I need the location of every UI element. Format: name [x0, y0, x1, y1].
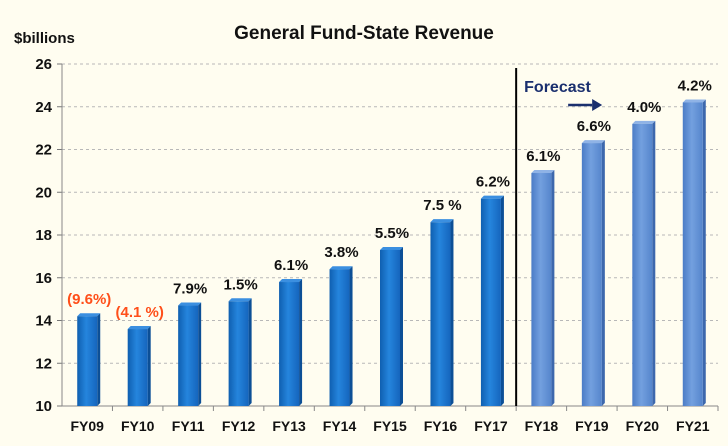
chart-title: General Fund-State Revenue	[234, 23, 494, 44]
bars	[77, 99, 706, 406]
y-tick-label: 24	[35, 99, 52, 116]
bar-top-face	[279, 279, 303, 283]
bar-side-face	[500, 195, 504, 406]
data-label: 4.0%	[627, 99, 661, 116]
bar-top-face	[632, 120, 656, 124]
data-label: 4.2%	[678, 77, 712, 94]
y-tick-label: 10	[35, 398, 52, 415]
bar-side-face	[248, 298, 252, 406]
bar-side-face	[551, 170, 555, 406]
bar-top-face	[127, 326, 151, 330]
y-tick-label: 26	[35, 56, 52, 73]
data-label: 6.1%	[274, 257, 308, 274]
bar-side-face	[299, 279, 303, 406]
bar-top-face	[531, 170, 555, 174]
bar-fy20	[632, 123, 653, 406]
y-axis-unit-label: $billions	[14, 30, 75, 47]
bar-side-face	[198, 302, 202, 406]
y-tick-label: 16	[35, 270, 52, 287]
bar-top-face	[430, 219, 454, 223]
bar-fy11	[178, 305, 199, 406]
x-tick-label: FY09	[70, 418, 104, 434]
data-label: 7.5 %	[423, 197, 461, 214]
bar-top-face	[228, 298, 252, 302]
bar-side-face	[147, 326, 151, 406]
bar-side-face	[349, 266, 353, 406]
data-label: 6.2%	[476, 174, 510, 191]
bar-fy18	[531, 173, 552, 406]
forecast-label: Forecast	[524, 79, 591, 96]
y-tick-label: 18	[35, 227, 52, 244]
x-tick-label: FY20	[626, 418, 660, 434]
bar-top-face	[329, 266, 353, 270]
bar-fy21	[682, 102, 703, 406]
bar-fy19	[581, 143, 602, 406]
x-tick-label: FY15	[373, 418, 407, 434]
x-tick-label: FY19	[575, 418, 609, 434]
forecast-arrow-head	[592, 99, 603, 111]
bar-top-face	[480, 195, 504, 199]
data-label: 5.5%	[375, 225, 409, 242]
forecast-annotation: Forecast	[515, 68, 603, 406]
x-tick-label: FY21	[676, 418, 710, 434]
data-label: 1.5%	[224, 276, 258, 293]
axes: 10 12 14 16 18 20 22 24 26 FY09 FY10 FY11 FY12 FY13 FY…	[35, 56, 719, 434]
bar-fy12	[228, 301, 249, 406]
x-tick-label: FY17	[474, 418, 508, 434]
bar-fy14	[329, 269, 350, 406]
bar-fy09	[77, 316, 98, 406]
x-tick-label: FY18	[525, 418, 559, 434]
bar-fy10	[127, 329, 148, 406]
bar-top-face	[380, 246, 403, 250]
x-tick-label: FY10	[121, 418, 155, 434]
x-tick-label: FY16	[424, 418, 458, 434]
bar-side-face	[652, 120, 656, 406]
y-tick-label: 22	[35, 142, 52, 159]
data-label: (4.1 %)	[116, 304, 164, 321]
x-tick-label: FY14	[323, 418, 357, 434]
bar-fy15	[380, 249, 400, 406]
bar-side-face	[450, 219, 454, 406]
data-label: 6.6%	[577, 118, 611, 135]
data-label: 3.8%	[324, 244, 358, 261]
bar-top-face	[77, 313, 101, 317]
data-labels: (9.6%) (4.1 %) 7.9% 1.5% 6.1% 3.8% 5.5% 7.5 % 6.…	[67, 77, 712, 321]
data-label: (9.6%)	[67, 291, 111, 308]
bar-side-face	[601, 140, 605, 406]
gridlines	[62, 63, 718, 364]
y-tick-label: 12	[35, 355, 52, 372]
bar-side-face	[97, 313, 101, 406]
bar-top-face	[581, 140, 605, 144]
bar-side-face	[400, 246, 403, 406]
bar-top-face	[682, 99, 706, 103]
bar-top-face	[178, 302, 202, 306]
data-label: 7.9%	[173, 281, 207, 298]
bar-fy17	[480, 198, 501, 406]
y-tick-label: 20	[35, 184, 52, 201]
x-tick-label: FY11	[172, 418, 205, 434]
data-label: 6.1%	[526, 148, 560, 165]
x-tick-label: FY12	[222, 418, 256, 434]
y-tick-label: 14	[35, 313, 52, 330]
bar-fy16	[430, 222, 451, 406]
bar-side-face	[702, 99, 706, 406]
x-tick-label: FY13	[272, 418, 306, 434]
bar-fy13	[279, 282, 300, 406]
